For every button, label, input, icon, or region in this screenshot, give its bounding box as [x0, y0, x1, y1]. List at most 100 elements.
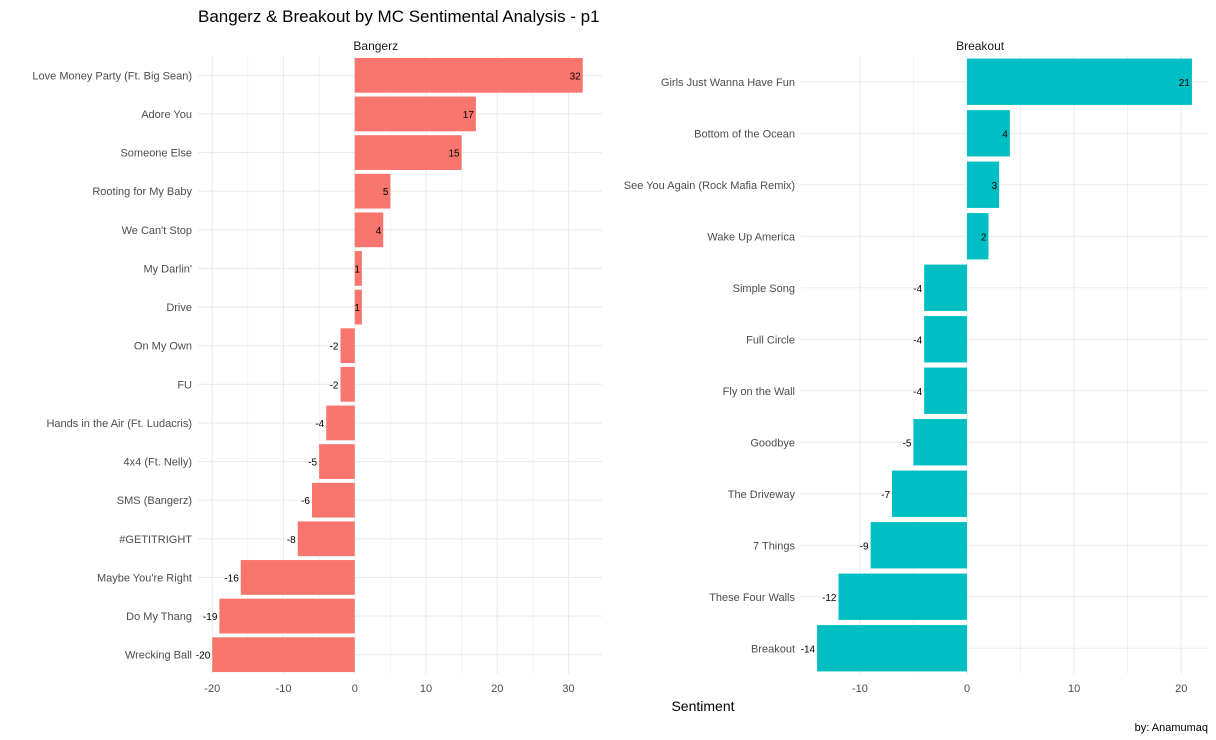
bar: [967, 110, 1010, 157]
bar: [838, 573, 968, 620]
caption: by: Anamumaq: [1135, 722, 1208, 734]
data-label: 15: [449, 149, 461, 160]
data-label: -12: [822, 593, 837, 604]
data-label: 1: [354, 264, 360, 275]
bar: [312, 482, 355, 518]
bar: [354, 173, 391, 209]
x-axis-title: Sentiment: [671, 698, 734, 714]
panel-strip-label: Bangerz: [353, 39, 398, 53]
panel-strip-label: Breakout: [956, 39, 1005, 53]
data-label: 2: [981, 232, 987, 243]
x-tick-label: -20: [204, 683, 220, 695]
data-label: -7: [881, 490, 890, 501]
data-label: 3: [992, 181, 998, 192]
bar: [340, 366, 355, 402]
bar: [817, 625, 968, 672]
data-label: -2: [330, 342, 339, 353]
data-label: -4: [315, 419, 324, 430]
bar: [967, 213, 989, 260]
data-label: 32: [570, 71, 582, 82]
bar: [354, 212, 384, 248]
bar: [354, 251, 362, 286]
data-label: -4: [913, 387, 922, 398]
x-tick-label: 30: [562, 683, 574, 695]
data-label: -6: [301, 496, 310, 507]
x-tick-label: 0: [964, 683, 970, 695]
data-label: -14: [801, 644, 816, 655]
bar: [219, 598, 355, 634]
category-label: Do My Thang: [126, 611, 192, 623]
category-label: Adore You: [141, 109, 192, 121]
data-label: -20: [196, 651, 211, 662]
data-label: -5: [308, 458, 317, 469]
data-label: -4: [913, 335, 922, 346]
category-label: Simple Song: [733, 283, 795, 295]
chart-title: Bangerz & Breakout by MC Sentimental Ana…: [198, 7, 600, 26]
data-label: 4: [376, 226, 382, 237]
data-label: -2: [330, 380, 339, 391]
category-label: Wrecking Ball: [125, 650, 192, 662]
data-label: -5: [903, 438, 912, 449]
panel-bangerz: Bangerz -20 -10 0 10 20 30 Love Money Party (Ft…: [32, 39, 602, 695]
category-label: Rooting for My Baby: [92, 186, 192, 198]
bar: [212, 637, 355, 673]
bar: [240, 560, 355, 595]
bar: [319, 444, 355, 479]
data-label: 21: [1179, 78, 1191, 89]
bar: [354, 57, 583, 93]
bar: [924, 264, 968, 311]
category-label: 4x4 (Ft. Nelly): [124, 457, 192, 469]
category-label: On My Own: [134, 341, 192, 353]
category-label: Goodbye: [750, 437, 795, 449]
x-tick-label: -10: [852, 683, 868, 695]
category-label: FU: [177, 379, 192, 391]
bar: [354, 96, 476, 132]
data-label: -8: [287, 535, 296, 546]
category-label: Girls Just Wanna Have Fun: [661, 77, 795, 89]
data-label: -16: [224, 573, 239, 584]
category-label: Bottom of the Ocean: [694, 128, 795, 140]
category-label: 7 Things: [753, 540, 795, 552]
category-label: Someone Else: [120, 148, 192, 160]
x-tick-label: -10: [276, 683, 292, 695]
category-label: We Can't Stop: [122, 225, 192, 237]
data-label: 4: [1002, 129, 1008, 140]
bar: [892, 470, 968, 517]
x-tick-label: 20: [1175, 683, 1187, 695]
x-tick-label: 20: [491, 683, 503, 695]
data-label: -19: [203, 612, 218, 623]
data-label: 1: [354, 303, 360, 314]
bar: [913, 419, 968, 466]
category-label: My Darlin': [143, 263, 192, 275]
category-label: Drive: [166, 302, 192, 314]
data-label: -4: [913, 284, 922, 295]
category-label: Maybe You're Right: [97, 572, 192, 584]
x-tick-label: 0: [352, 683, 358, 695]
category-label: Love Money Party (Ft. Big Sean): [32, 70, 192, 82]
bar: [967, 58, 1192, 105]
bar: [924, 367, 968, 414]
data-label: 17: [463, 110, 475, 121]
category-label: #GETITRIGHT: [119, 534, 192, 546]
bar: [870, 522, 968, 569]
category-label: Fly on the Wall: [723, 386, 795, 398]
category-label: Full Circle: [746, 334, 795, 346]
category-label: The Driveway: [728, 489, 796, 501]
bar: [354, 135, 462, 170]
data-label: 5: [383, 187, 389, 198]
category-label: Hands in the Air (Ft. Ludacris): [46, 418, 192, 430]
category-label: See You Again (Rock Mafia Remix): [624, 180, 795, 192]
bar: [297, 521, 355, 557]
bar: [326, 405, 355, 441]
bar: [354, 289, 362, 325]
bar: [340, 328, 355, 364]
x-tick-label: 10: [1068, 683, 1080, 695]
category-label: Breakout: [751, 643, 795, 655]
bar: [924, 316, 968, 363]
x-tick-label: 10: [420, 683, 432, 695]
category-label: Wake Up America: [707, 231, 796, 243]
category-label: SMS (Bangerz): [117, 495, 192, 507]
panel-breakout: Breakout -10 0 10 20 Girls Just Wanna Have Fu…: [624, 39, 1208, 695]
bar: [967, 161, 1000, 208]
